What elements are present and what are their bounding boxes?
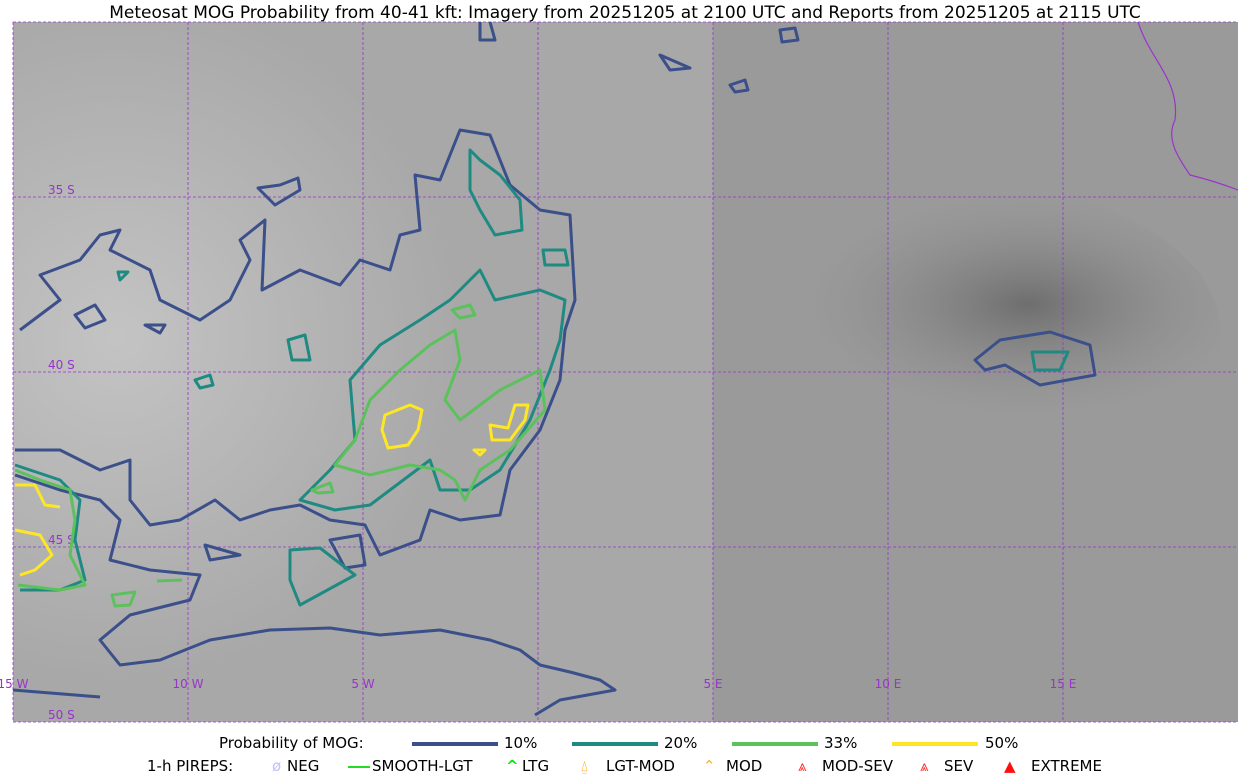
lon-label: 15 W <box>0 677 29 691</box>
line-icon <box>348 766 370 768</box>
contour-10pct <box>12 128 617 717</box>
contour-33pct <box>14 303 547 608</box>
pirep-label-ltg: LTG <box>522 757 550 775</box>
swatch-20pct <box>572 742 658 746</box>
caret-bar-icon: ⍙ <box>580 757 590 775</box>
lon-label: 10 W <box>173 677 204 691</box>
lat-label: 40 S <box>48 358 75 372</box>
lon-label: 10 E <box>875 677 902 691</box>
pireps-legend-title: 1-h PIREPS: <box>147 757 234 775</box>
pirep-label-neg: NEG <box>287 757 320 775</box>
dry-slot-region <box>580 170 1220 490</box>
double-caret-bar-icon: ⩓ <box>798 757 807 775</box>
neg-circle-icon: ø <box>272 757 282 775</box>
pirep-label-mod-sev: MOD-SEV <box>822 757 893 775</box>
map-title: Meteosat MOG Probability from 40-41 kft:… <box>109 3 1141 23</box>
caret-icon: ^ <box>506 757 519 775</box>
contour-10pct-east <box>973 330 1097 387</box>
lat-label: 50 S <box>48 708 75 722</box>
legend-label-20pct: 20% <box>664 734 698 752</box>
double-caret-icon: ⩓ <box>920 757 929 775</box>
lon-label: 15 E <box>1050 677 1077 691</box>
contour-50pct <box>14 403 530 577</box>
pirep-label-smooth-lgt: SMOOTH-LGT <box>372 757 473 775</box>
filled-triangle-icon: ▲ <box>1004 757 1016 775</box>
lat-label: 35 S <box>48 183 75 197</box>
mog-contours <box>12 21 1097 717</box>
graticule-labels: 35 S 40 S 45 S 50 S 15 W 10 W 5 W 5 E 10 E 15 E <box>0 183 1076 722</box>
contour-10pct-small <box>73 21 800 570</box>
legend-label-50pct: 50% <box>985 734 1019 752</box>
caret-icon: ⌃ <box>703 757 716 775</box>
legend-label-33pct: 33% <box>824 734 858 752</box>
pirep-label-mod: MOD <box>726 757 763 775</box>
lon-label: 5 E <box>703 677 722 691</box>
swatch-50pct <box>892 742 978 746</box>
pirep-label-sev: SEV <box>944 757 974 775</box>
lon-label: 5 W <box>351 677 374 691</box>
legend-label-10pct: 10% <box>504 734 538 752</box>
contour-20pct <box>14 148 1070 607</box>
coastline <box>1137 21 1239 191</box>
pirep-label-lgt-mod: LGT-MOD <box>606 757 675 775</box>
lat-label: 45 S <box>48 533 75 547</box>
swatch-10pct <box>412 742 498 746</box>
probability-legend-title: Probability of MOG: <box>219 734 364 752</box>
swatch-33pct <box>732 742 818 746</box>
pirep-label-extreme: EXTREME <box>1031 757 1102 775</box>
